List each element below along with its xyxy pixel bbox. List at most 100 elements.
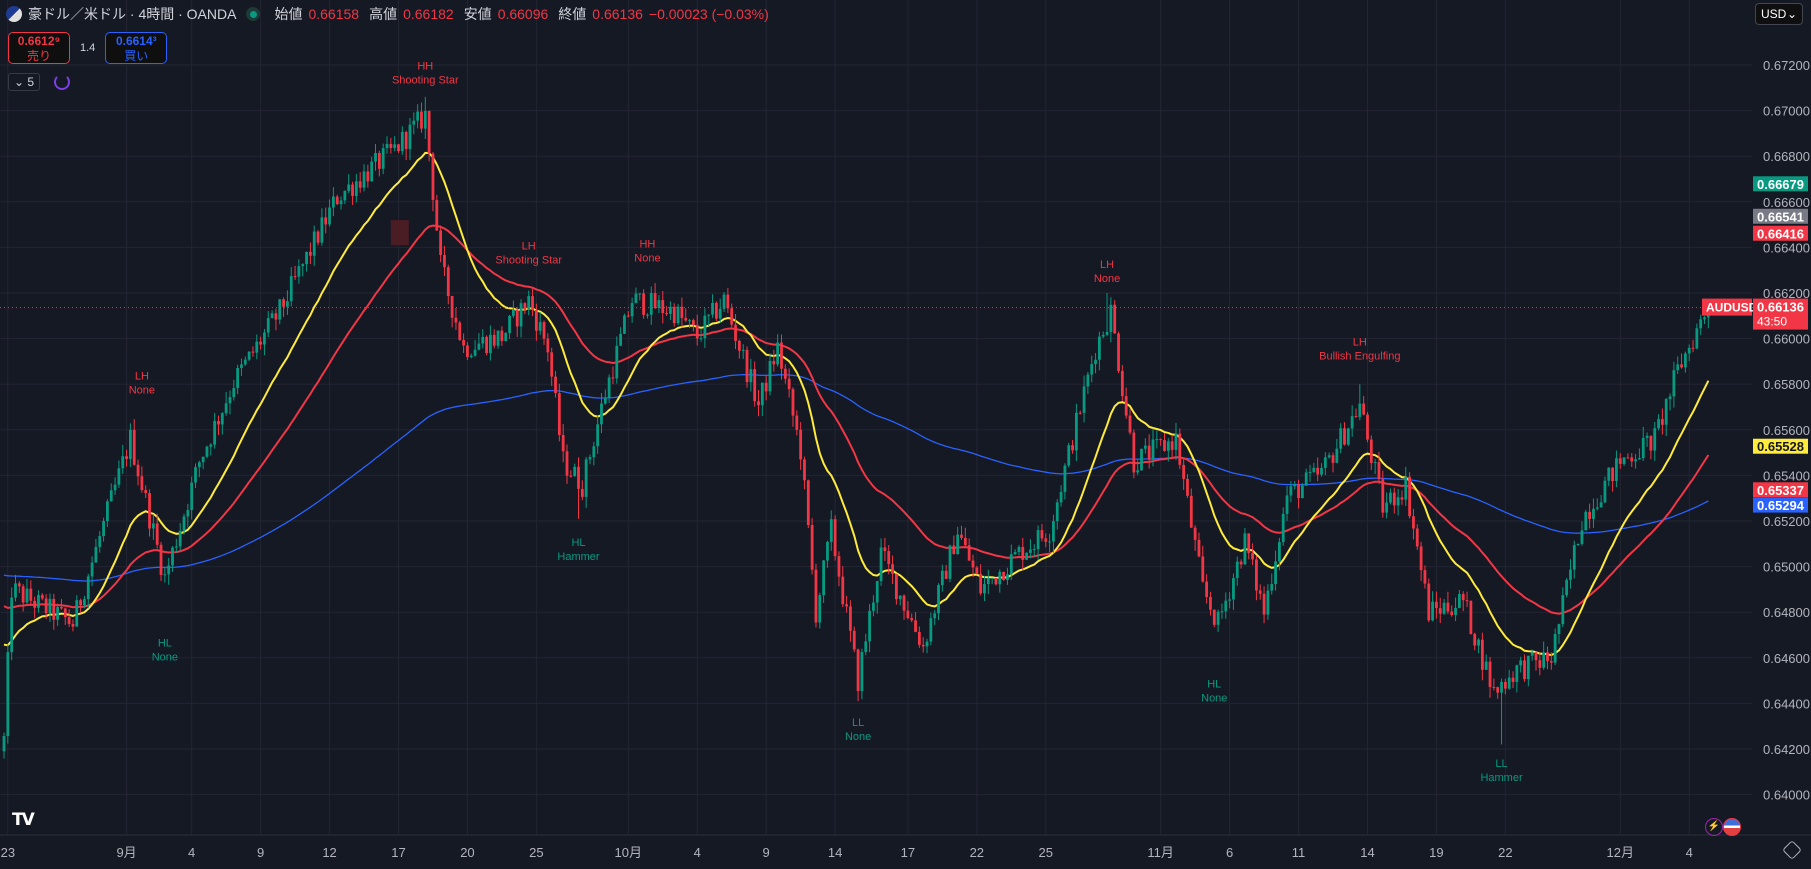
currency-select[interactable]: USD ⌄	[1755, 3, 1803, 25]
candle-body	[270, 313, 274, 319]
candle	[466, 342, 469, 361]
candle	[986, 569, 990, 595]
candle-body	[1672, 370, 1676, 397]
candle	[33, 596, 37, 619]
candle	[377, 150, 381, 177]
candle-body	[688, 320, 691, 322]
candle	[14, 574, 17, 602]
candle-body	[1285, 495, 1289, 514]
candle	[209, 443, 213, 456]
candle	[1017, 545, 1021, 556]
candle-body	[186, 510, 190, 517]
candle-body	[806, 480, 810, 526]
candle	[1078, 410, 1082, 415]
tradingview-logo[interactable]: TV	[12, 810, 35, 830]
candle-body	[1235, 561, 1239, 579]
candle	[1048, 533, 1051, 553]
price-axis-marker	[1753, 225, 1808, 241]
candle	[1369, 435, 1373, 471]
candle	[940, 564, 944, 592]
candle	[990, 577, 994, 585]
candle-body	[557, 393, 561, 435]
candle-body	[929, 618, 933, 642]
candle-body	[1117, 333, 1120, 372]
candle	[144, 485, 148, 498]
candle	[1546, 646, 1549, 670]
candle	[983, 575, 986, 601]
candle	[745, 346, 749, 388]
candle-body	[649, 293, 653, 315]
candle-body	[963, 537, 967, 546]
candle	[646, 313, 649, 319]
candle	[649, 286, 653, 325]
candle	[883, 537, 887, 562]
candle	[286, 290, 289, 315]
candle	[1258, 584, 1262, 600]
candle	[462, 333, 465, 353]
indicators-toggle[interactable]: ⌄ 5	[8, 73, 41, 91]
chevron-down-icon: ⌄	[14, 75, 28, 89]
candle	[1006, 567, 1009, 585]
candle-body	[960, 534, 963, 538]
candle-body	[1163, 440, 1166, 451]
symbol-tag	[1702, 298, 1752, 316]
price-axis-tick: 0.64400	[1763, 696, 1810, 711]
candle-body	[1247, 533, 1251, 554]
candle-body	[1017, 547, 1021, 553]
candle-body	[508, 315, 511, 333]
candle-body	[1128, 415, 1132, 433]
symbol-title[interactable]: 豪ドル／米ドル · 4時間 · OANDA	[28, 6, 237, 22]
candle	[653, 283, 657, 309]
sell-price: 0.6612⁹	[17, 34, 61, 48]
candle-body	[623, 315, 626, 334]
us-flag-event-icon[interactable]	[1723, 818, 1741, 836]
candle-body	[1339, 428, 1343, 449]
candle-body	[1113, 304, 1117, 334]
candle	[1580, 521, 1584, 546]
candle-body	[1400, 497, 1404, 500]
candle	[446, 264, 450, 305]
candle-body	[1013, 552, 1017, 555]
candle-body	[266, 318, 270, 333]
candle	[1266, 584, 1270, 620]
candle	[443, 246, 446, 277]
candle	[201, 456, 205, 470]
candle-body	[603, 397, 607, 404]
candle-body	[1584, 511, 1588, 531]
candle-body	[1258, 590, 1262, 594]
sell-button[interactable]: 0.6612⁹ 売り	[8, 32, 70, 64]
candle-body	[1435, 601, 1438, 609]
candle	[1308, 464, 1312, 482]
price-axis-marker-value: 0.65528	[1757, 439, 1804, 454]
buy-price: 0.6614³	[115, 34, 157, 48]
lightning-event-icon[interactable]: ⚡	[1705, 818, 1723, 836]
candle-body	[1389, 492, 1392, 503]
candle-body	[94, 546, 98, 563]
candle-body	[956, 534, 960, 555]
candle	[1327, 452, 1331, 459]
buy-button[interactable]: 0.6614³ 買い	[105, 32, 168, 64]
candle-body	[749, 369, 753, 383]
candle	[1297, 479, 1300, 509]
candle-body	[860, 652, 864, 692]
candle-body	[611, 377, 615, 379]
candle	[1094, 353, 1097, 374]
candle-body	[1140, 448, 1143, 471]
candle	[1626, 453, 1630, 459]
candle	[757, 389, 760, 417]
candle-body	[1415, 528, 1419, 547]
candle-body	[209, 444, 213, 447]
candle	[1082, 375, 1086, 423]
price-axis-tick: 0.65800	[1763, 377, 1810, 392]
candle-body	[1534, 652, 1538, 661]
price-axis-marker	[1753, 438, 1808, 454]
candle	[128, 423, 132, 467]
candle-body	[833, 519, 837, 557]
price-axis-tick: 0.65400	[1763, 468, 1810, 483]
candle-body	[1097, 336, 1101, 360]
candle-body	[891, 564, 894, 574]
candle	[1526, 655, 1530, 687]
candle	[2, 732, 6, 759]
price-axis-tick: 0.66800	[1763, 149, 1810, 164]
